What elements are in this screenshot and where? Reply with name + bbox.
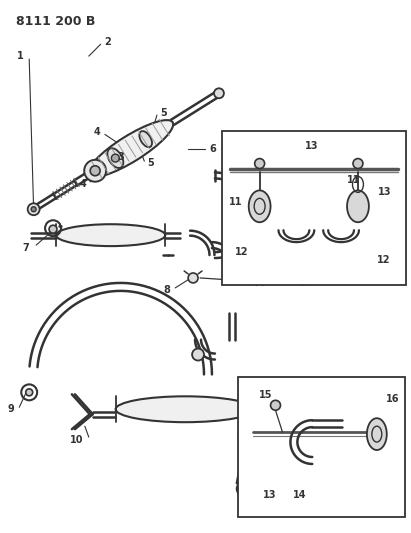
- Circle shape: [84, 160, 106, 182]
- Ellipse shape: [107, 148, 123, 168]
- Text: 11: 11: [347, 175, 361, 185]
- Circle shape: [270, 400, 280, 410]
- Text: 6: 6: [209, 143, 216, 154]
- Circle shape: [26, 389, 33, 396]
- Ellipse shape: [115, 397, 255, 422]
- Circle shape: [192, 349, 204, 360]
- Text: 5: 5: [147, 158, 154, 168]
- Text: 11: 11: [229, 197, 242, 207]
- Text: 12: 12: [235, 247, 249, 257]
- Ellipse shape: [347, 190, 369, 222]
- Text: 12: 12: [377, 255, 390, 265]
- Circle shape: [90, 166, 100, 176]
- Text: 1: 1: [16, 51, 23, 61]
- Text: 3: 3: [117, 152, 124, 162]
- Text: 4: 4: [94, 127, 101, 138]
- Text: 13: 13: [378, 188, 392, 197]
- Ellipse shape: [56, 224, 165, 246]
- Text: 13: 13: [305, 141, 318, 151]
- Text: 10: 10: [70, 435, 84, 445]
- Text: 9: 9: [7, 404, 14, 414]
- Circle shape: [353, 158, 363, 168]
- Circle shape: [255, 158, 265, 168]
- Circle shape: [214, 88, 224, 98]
- Ellipse shape: [88, 120, 173, 177]
- Text: 5: 5: [160, 108, 167, 118]
- Ellipse shape: [249, 190, 270, 222]
- Text: 8111 200 B: 8111 200 B: [16, 15, 96, 28]
- Circle shape: [188, 273, 198, 283]
- Bar: [238, 377, 405, 516]
- Text: 8: 8: [163, 285, 170, 295]
- Text: 7: 7: [23, 243, 29, 253]
- Circle shape: [254, 407, 262, 415]
- Text: 2: 2: [105, 37, 111, 47]
- Text: 13: 13: [263, 490, 276, 500]
- Ellipse shape: [367, 418, 387, 450]
- Text: 16: 16: [386, 394, 399, 405]
- Text: 4: 4: [79, 179, 86, 189]
- Text: 14: 14: [293, 490, 306, 500]
- Circle shape: [237, 482, 251, 496]
- Bar: [222, 131, 406, 285]
- Circle shape: [28, 203, 39, 215]
- Circle shape: [31, 207, 36, 212]
- Circle shape: [111, 154, 119, 162]
- Text: 15: 15: [259, 390, 272, 400]
- Ellipse shape: [139, 131, 152, 147]
- Circle shape: [49, 225, 57, 233]
